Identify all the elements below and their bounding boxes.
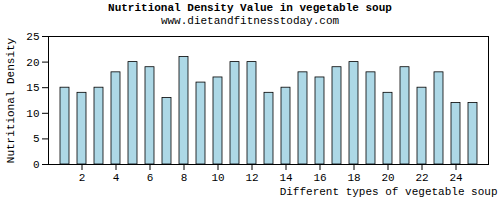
svg-text:16: 16 [313,172,326,184]
svg-text:5: 5 [33,133,40,145]
svg-text:10: 10 [26,108,39,120]
svg-text:18: 18 [347,172,360,184]
svg-text:14: 14 [279,172,293,184]
svg-text:6: 6 [147,172,154,184]
svg-text:12: 12 [245,172,258,184]
svg-text:2: 2 [79,172,86,184]
svg-text:20: 20 [381,172,394,184]
svg-text:Nutritional Density: Nutritional Density [5,37,17,163]
svg-text:24: 24 [449,172,463,184]
svg-text:15: 15 [26,82,39,94]
svg-text:25: 25 [26,31,39,43]
svg-text:Different types of vegetable s: Different types of vegetable soup [280,186,498,198]
svg-text:0: 0 [33,159,40,171]
html-text:www.dietandfitnesstoday.com: www.dietandfitnesstoday.com [160,15,340,27]
svg-text:4: 4 [113,172,120,184]
svg-text:22: 22 [415,172,428,184]
svg-text:10: 10 [211,172,224,184]
html-text:Nutritional Density Value in v: Nutritional Density Value in vegetable s… [108,2,392,14]
svg-text:8: 8 [181,172,188,184]
svg-text:20: 20 [26,57,39,69]
